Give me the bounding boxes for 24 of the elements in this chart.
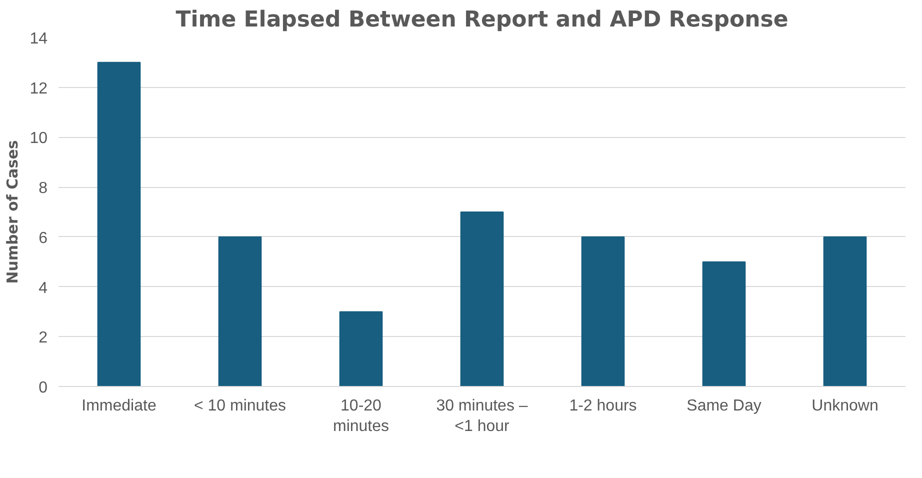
y-tick-label: 8 [38,180,48,198]
y-tick-label: 4 [38,280,48,297]
x-tick-label: Same Day [686,398,762,414]
y-tick-label: 6 [38,230,48,247]
bar [339,311,383,386]
x-tick-label: 1-2 hours [569,398,637,414]
y-axis-title: Number of Cases [4,140,22,284]
x-tick-label: Immediate [82,398,156,414]
y-tick-label: 14 [30,30,48,48]
x-tick-label: 10-20 minutes [332,398,390,435]
bar [823,236,867,386]
y-tick-label: 0 [38,380,48,396]
bar [460,212,504,386]
y-tick-label: 10 [30,130,48,148]
x-tick-label: 30 minutes – <1 hour [436,398,528,435]
bar [581,236,625,386]
x-tick-label: < 10 minutes [194,398,286,414]
bar [218,236,262,386]
x-tick-label: Unknown [812,398,878,414]
bar [702,261,746,386]
chart-title: Time Elapsed Between Report and APD Response [176,8,788,32]
y-tick-label: 12 [30,80,48,98]
y-tick-label: 2 [38,330,48,347]
bar [97,62,141,386]
